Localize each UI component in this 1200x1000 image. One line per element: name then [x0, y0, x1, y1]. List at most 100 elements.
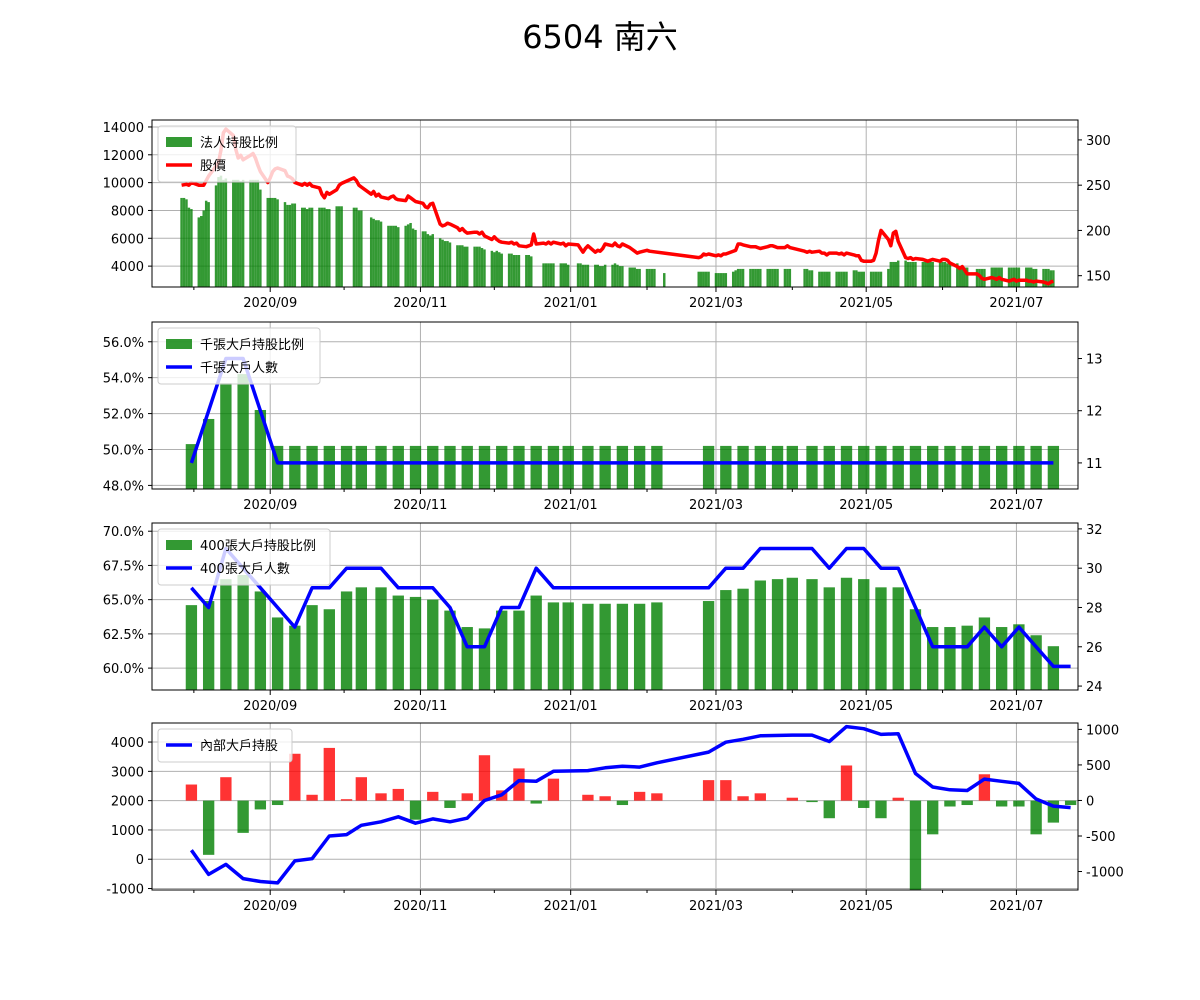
- series-line: [181, 127, 1054, 286]
- bar: [638, 268, 641, 287]
- bar: [547, 445, 560, 489]
- bar: [377, 220, 380, 287]
- bar: [845, 271, 848, 287]
- bar-negative: [1013, 800, 1025, 807]
- bar: [717, 273, 720, 287]
- bar: [596, 264, 599, 287]
- panel-plot-area: [185, 724, 1077, 890]
- bar: [823, 271, 826, 287]
- legend-box: [157, 327, 321, 385]
- x-tick-label: 2021/07: [989, 899, 1043, 914]
- bar: [443, 241, 447, 287]
- bar: [273, 197, 277, 287]
- legend-box: [157, 528, 331, 586]
- bar: [289, 625, 301, 690]
- bar-positive: [978, 774, 991, 801]
- bar: [461, 445, 473, 489]
- bar: [944, 445, 956, 489]
- bar: [914, 261, 917, 287]
- bar: [783, 268, 787, 287]
- bar: [286, 204, 289, 287]
- x-tick-label: 2020/09: [243, 899, 297, 914]
- bar: [869, 271, 873, 287]
- bar: [392, 595, 404, 690]
- bar: [566, 264, 570, 287]
- bar: [409, 445, 422, 489]
- bar: [202, 601, 215, 690]
- bar: [276, 199, 279, 287]
- bar: [446, 241, 449, 287]
- bar: [924, 261, 927, 287]
- bar: [961, 267, 964, 287]
- bar: [320, 207, 324, 287]
- bar: [1015, 267, 1018, 287]
- right-tick-label: -1000: [1086, 866, 1124, 881]
- bar: [283, 202, 287, 287]
- bar: [456, 245, 459, 287]
- bar: [404, 225, 407, 287]
- bar: [325, 209, 329, 287]
- bar: [616, 264, 619, 287]
- bar: [650, 268, 654, 287]
- bar-negative: [944, 800, 956, 807]
- bar: [1030, 635, 1042, 690]
- bar: [877, 271, 880, 287]
- bar: [241, 179, 245, 287]
- bar: [651, 445, 663, 489]
- bar: [323, 207, 326, 287]
- bar: [714, 273, 718, 287]
- legend-box: [157, 125, 297, 183]
- bar-negative: [858, 800, 870, 808]
- bar: [1032, 268, 1035, 287]
- bar-positive: [323, 747, 335, 801]
- bar: [232, 179, 235, 287]
- left-tick-label: 70.0%: [103, 525, 144, 540]
- axes-frame: [151, 321, 1079, 490]
- bar-positive: [892, 797, 904, 801]
- bar: [222, 179, 225, 287]
- left-tick-label: 2000: [111, 795, 144, 810]
- bar: [498, 252, 501, 287]
- bar: [251, 179, 255, 287]
- bar-negative: [1030, 800, 1042, 835]
- bar: [429, 235, 432, 287]
- bar: [271, 445, 284, 489]
- x-tick-label: 2021/03: [689, 498, 743, 513]
- bar: [788, 268, 792, 287]
- bar: [357, 210, 361, 287]
- bar-positive: [306, 794, 318, 801]
- bar: [645, 268, 649, 287]
- bar: [978, 617, 991, 690]
- right-tick-label: 0: [1086, 794, 1094, 809]
- bar: [611, 264, 614, 287]
- bar-positive: [427, 791, 439, 801]
- bar: [887, 268, 890, 287]
- bar-positive: [840, 765, 853, 801]
- x-tick-label: 2020/11: [393, 296, 447, 311]
- x-tick-label: 2021/05: [839, 899, 893, 914]
- right-tick-label: 500: [1086, 759, 1111, 774]
- right-tick-label: 26: [1086, 641, 1103, 656]
- bar: [862, 271, 865, 287]
- x-tick-label: 2021/07: [989, 296, 1043, 311]
- bar: [909, 261, 912, 287]
- bar-negative: [995, 800, 1008, 807]
- bar: [527, 254, 531, 287]
- bar: [1049, 270, 1053, 287]
- bar: [387, 225, 390, 287]
- x-tick-label: 2020/09: [243, 498, 297, 513]
- bar: [424, 231, 427, 287]
- bar: [759, 268, 762, 287]
- bar: [879, 271, 883, 287]
- x-tick-label: 2021/01: [544, 899, 598, 914]
- bar: [473, 246, 476, 287]
- bar: [513, 610, 525, 690]
- legend-label: 千張大戶持股比例: [200, 338, 304, 353]
- bar: [663, 273, 666, 287]
- bar: [889, 261, 893, 287]
- bar: [562, 263, 565, 287]
- bar: [724, 273, 728, 287]
- bar: [490, 250, 494, 287]
- bar: [308, 207, 311, 287]
